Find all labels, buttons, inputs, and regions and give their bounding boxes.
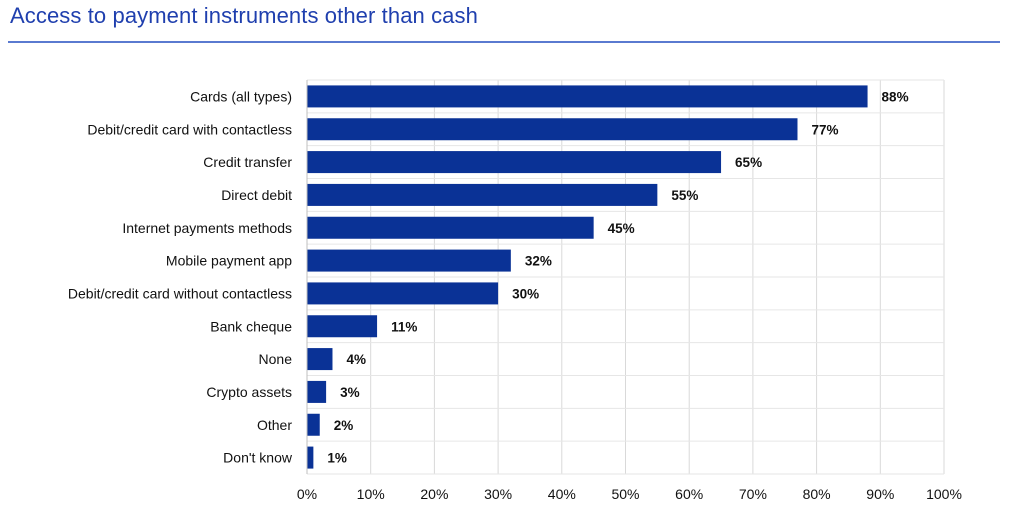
value-label: 65% (735, 155, 762, 170)
x-tick-label: 70% (739, 486, 767, 502)
x-tick-label: 90% (866, 486, 894, 502)
bar (307, 249, 511, 272)
bar (307, 118, 798, 141)
bar (307, 315, 378, 338)
bar (307, 380, 327, 403)
category-label: Bank cheque (210, 318, 292, 334)
category-label: Credit transfer (203, 154, 292, 170)
bar (307, 446, 314, 469)
bar (307, 348, 333, 371)
value-label: 4% (346, 352, 366, 367)
value-label: 1% (327, 451, 347, 466)
bar (307, 85, 868, 108)
category-label: Debit/credit card with contactless (87, 121, 292, 137)
chart-title: Access to payment instruments other than… (10, 3, 478, 28)
category-label: Debit/credit card without contactless (68, 285, 292, 301)
value-label: 30% (512, 286, 539, 301)
x-tick-label: 30% (484, 486, 512, 502)
value-label: 32% (525, 254, 552, 269)
value-label: 11% (391, 319, 417, 334)
category-label: Mobile payment app (166, 253, 292, 269)
category-label: Internet payments methods (122, 220, 292, 236)
title-divider (8, 41, 1000, 43)
category-label: Cards (all types) (190, 88, 292, 104)
category-label: Other (257, 417, 292, 433)
bar (307, 282, 499, 305)
x-tick-label: 50% (611, 486, 639, 502)
value-label: 45% (608, 221, 635, 236)
category-label: None (259, 351, 293, 367)
value-label: 77% (811, 122, 838, 137)
category-label: Don't know (223, 450, 293, 466)
category-label: Direct debit (221, 187, 292, 203)
value-label: 2% (334, 418, 354, 433)
x-tick-label: 0% (297, 486, 317, 502)
value-label: 55% (671, 188, 698, 203)
bar (307, 151, 722, 174)
x-tick-label: 60% (675, 486, 703, 502)
category-label: Crypto assets (206, 384, 292, 400)
bar (307, 413, 320, 436)
bar (307, 216, 594, 239)
x-tick-label: 20% (420, 486, 448, 502)
x-tick-label: 100% (926, 486, 962, 502)
x-tick-label: 10% (357, 486, 385, 502)
bar (307, 183, 658, 206)
x-tick-label: 40% (548, 486, 576, 502)
value-label: 88% (882, 89, 909, 104)
x-tick-label: 80% (803, 486, 831, 502)
value-label: 3% (340, 385, 360, 400)
